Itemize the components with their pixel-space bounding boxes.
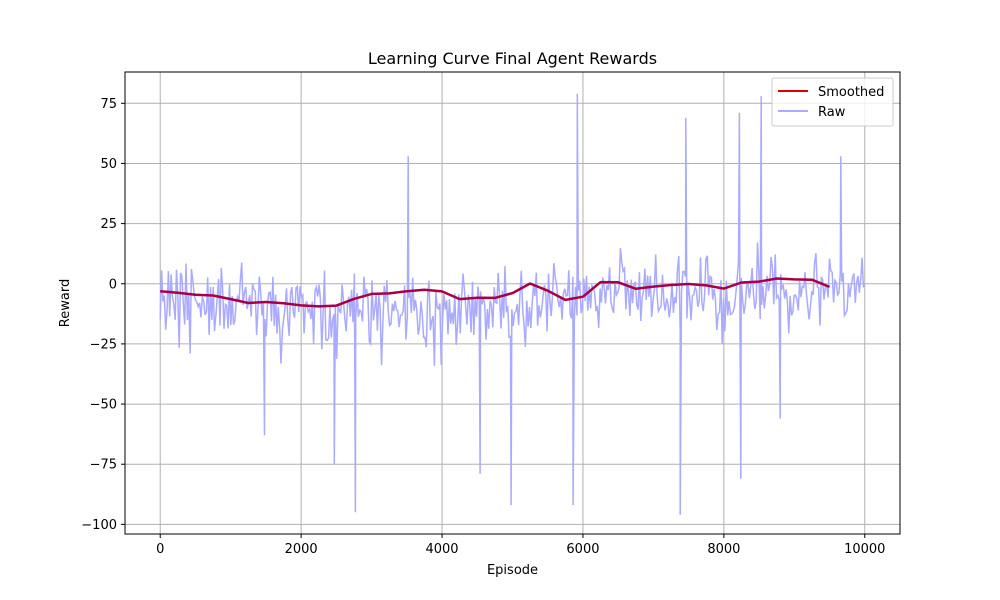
x-tick-label: 10000 (844, 542, 885, 557)
x-tick-label: 8000 (707, 542, 740, 557)
ticks: 0 2000 4000 6000 8000 10000 −100 −75 −50 −25 0 25 50… (81, 97, 885, 557)
smoothed-series-line (160, 277, 830, 308)
raw-series-line (159, 93, 866, 515)
y-tick-label: 75 (100, 97, 117, 112)
legend: Smoothed Raw (771, 77, 894, 127)
x-axis-title: Episode (487, 563, 538, 578)
x-tick-label: 2000 (285, 542, 318, 557)
y-tick-label: −75 (90, 458, 117, 473)
x-tick-label: 0 (156, 542, 164, 557)
y-axis-title: Reward (58, 279, 73, 327)
y-tick-label: −25 (90, 337, 117, 352)
y-tick-label: 25 (100, 217, 117, 232)
y-tick-label: −100 (81, 518, 117, 533)
y-tick-label: 0 (109, 277, 117, 292)
x-tick-label: 6000 (566, 542, 599, 557)
legend-label-smoothed: Smoothed (818, 85, 884, 100)
chart-title: Learning Curve Final Agent Rewards (368, 49, 657, 68)
grid (125, 72, 900, 534)
axes-frame (124, 71, 901, 535)
x-tick-label: 4000 (425, 542, 458, 557)
y-tick-label: −50 (90, 398, 117, 413)
y-tick-label: 50 (100, 157, 117, 172)
plot-area (159, 93, 866, 515)
legend-label-raw: Raw (818, 105, 846, 120)
